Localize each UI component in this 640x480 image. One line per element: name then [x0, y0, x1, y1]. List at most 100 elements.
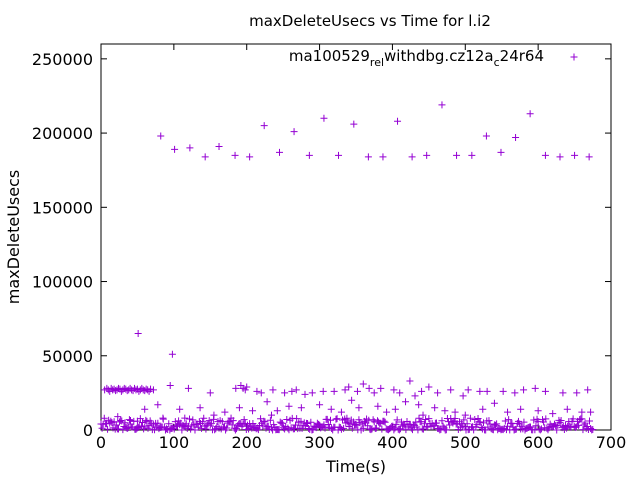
data-point — [482, 132, 490, 140]
data-point — [587, 408, 595, 416]
data-point — [438, 417, 446, 425]
data-point — [434, 389, 442, 397]
data-point — [171, 145, 179, 153]
data-point — [451, 414, 459, 422]
data-point — [186, 415, 194, 423]
data-point — [460, 416, 468, 424]
data-point — [141, 405, 149, 413]
y-tick-label: 250000 — [32, 50, 93, 69]
data-point — [379, 153, 387, 161]
data-point — [253, 387, 261, 395]
data-point — [433, 419, 441, 427]
data-point — [425, 415, 433, 423]
data-point — [114, 425, 122, 433]
data-point — [557, 416, 565, 424]
data-point — [187, 425, 195, 433]
data-point — [260, 122, 268, 130]
x-tick-label: 100 — [159, 433, 190, 452]
data-point — [414, 426, 422, 434]
data-point — [269, 386, 277, 394]
data-point — [336, 423, 344, 431]
data-point — [370, 389, 378, 397]
data-point — [221, 408, 229, 416]
data-point — [186, 144, 194, 152]
data-point — [532, 422, 540, 430]
data-points — [97, 101, 597, 434]
data-point — [393, 416, 401, 424]
data-point — [232, 384, 240, 392]
data-point — [578, 415, 586, 423]
x-tick-label: 600 — [523, 433, 554, 452]
data-point — [249, 407, 257, 415]
data-point — [323, 415, 331, 423]
legend-mid: withdbg.cz12a — [384, 47, 494, 65]
data-point — [345, 383, 353, 391]
data-point — [348, 396, 356, 404]
data-point — [278, 419, 286, 427]
data-point — [476, 387, 484, 395]
data-point — [319, 387, 327, 395]
data-point — [415, 401, 423, 409]
data-point — [327, 405, 335, 413]
data-point — [549, 410, 557, 418]
data-point — [200, 414, 208, 422]
data-point — [231, 151, 239, 159]
y-tick-label: 150000 — [32, 198, 93, 217]
data-point — [199, 418, 207, 426]
data-point — [218, 418, 226, 426]
data-point — [147, 385, 155, 393]
data-point — [127, 416, 135, 424]
data-point — [233, 425, 241, 433]
data-point — [130, 417, 138, 425]
data-point — [531, 384, 539, 392]
data-point — [573, 389, 581, 397]
data-point — [589, 425, 597, 433]
data-point — [584, 386, 592, 394]
data-point — [401, 421, 409, 429]
data-point — [202, 425, 210, 433]
data-point — [578, 408, 586, 416]
x-axis-label: Time(s) — [325, 457, 386, 476]
data-point — [290, 128, 298, 136]
data-point — [297, 417, 305, 425]
data-point — [425, 383, 433, 391]
data-point — [281, 389, 289, 397]
data-point — [134, 424, 142, 432]
data-point — [441, 407, 449, 415]
data-point — [497, 148, 505, 156]
data-point — [283, 416, 291, 424]
data-point — [537, 425, 545, 433]
data-point — [504, 422, 512, 430]
data-point — [123, 424, 131, 432]
data-point — [464, 386, 472, 394]
data-point — [476, 418, 484, 426]
data-point — [493, 420, 501, 428]
data-point — [381, 418, 389, 426]
data-point — [474, 414, 482, 422]
data-point — [246, 153, 254, 161]
legend-label: ma100529relwithdbg.cz12ac24r64 — [289, 47, 544, 69]
data-point — [553, 426, 561, 434]
data-point — [390, 386, 398, 394]
data-point — [461, 411, 469, 419]
data-point — [466, 414, 474, 422]
data-point — [275, 426, 283, 434]
data-point — [392, 420, 400, 428]
data-point — [292, 386, 300, 394]
data-point — [176, 405, 184, 413]
data-point — [463, 420, 471, 428]
data-point — [172, 422, 180, 430]
data-point — [490, 399, 498, 407]
data-point — [468, 151, 476, 159]
plot-area-frame — [100, 43, 612, 431]
data-point — [343, 414, 351, 422]
data-point — [352, 420, 360, 428]
data-point — [273, 407, 281, 415]
data-point — [492, 421, 500, 429]
data-point — [413, 423, 421, 431]
data-point — [136, 415, 144, 423]
legend-sub-2: c — [494, 56, 500, 69]
data-point — [98, 424, 106, 432]
data-point — [569, 415, 577, 423]
